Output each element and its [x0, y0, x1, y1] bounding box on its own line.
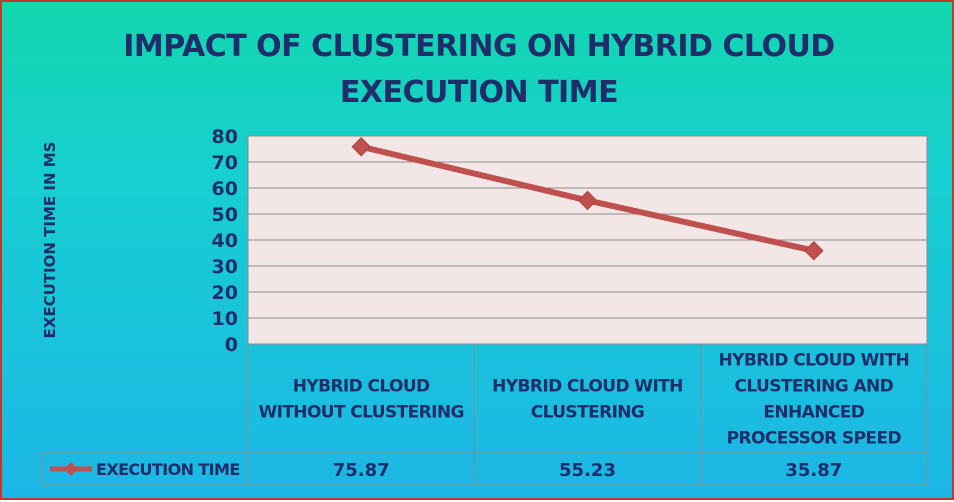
legend-marker [64, 462, 78, 476]
x-category-label: HYBRID CLOUD WITH [492, 377, 683, 397]
data-point-marker [577, 190, 598, 211]
y-tick-label: 70 [212, 152, 238, 174]
data-point-marker [804, 241, 824, 261]
data-point-marker [351, 137, 371, 157]
y-tick-label: 50 [212, 204, 238, 226]
y-tick-label: 30 [212, 256, 238, 278]
legend-label: EXECUTION TIME [96, 460, 240, 479]
y-tick-label: 40 [212, 230, 238, 252]
x-category-label: HYBRID CLOUD [293, 377, 430, 397]
x-category-label: HYBRID CLOUD WITH [719, 351, 910, 371]
y-tick-label: 60 [212, 178, 238, 200]
y-tick-label: 20 [212, 282, 238, 304]
y-tick-label: 10 [212, 308, 238, 330]
y-tick-label: 0 [225, 334, 238, 356]
chart-title-line: EXECUTION TIME [340, 75, 618, 110]
x-category-label: ENHANCED [763, 403, 864, 423]
y-tick-label: 80 [212, 126, 238, 148]
data-table-value: 75.87 [333, 460, 390, 481]
y-axis-label: EXECUTION TIME IN MS [41, 142, 59, 339]
data-table-value: 55.23 [559, 460, 616, 481]
x-category-label: PROCESSOR SPEED [727, 429, 902, 449]
x-category-label: WITHOUT CLUSTERING [258, 403, 463, 423]
x-category-label: CLUSTERING AND [735, 377, 894, 397]
data-table-value: 35.87 [785, 460, 842, 481]
x-category-label: CLUSTERING [531, 403, 645, 423]
chart-title-line: IMPACT OF CLUSTERING ON HYBRID CLOUD [123, 29, 834, 64]
